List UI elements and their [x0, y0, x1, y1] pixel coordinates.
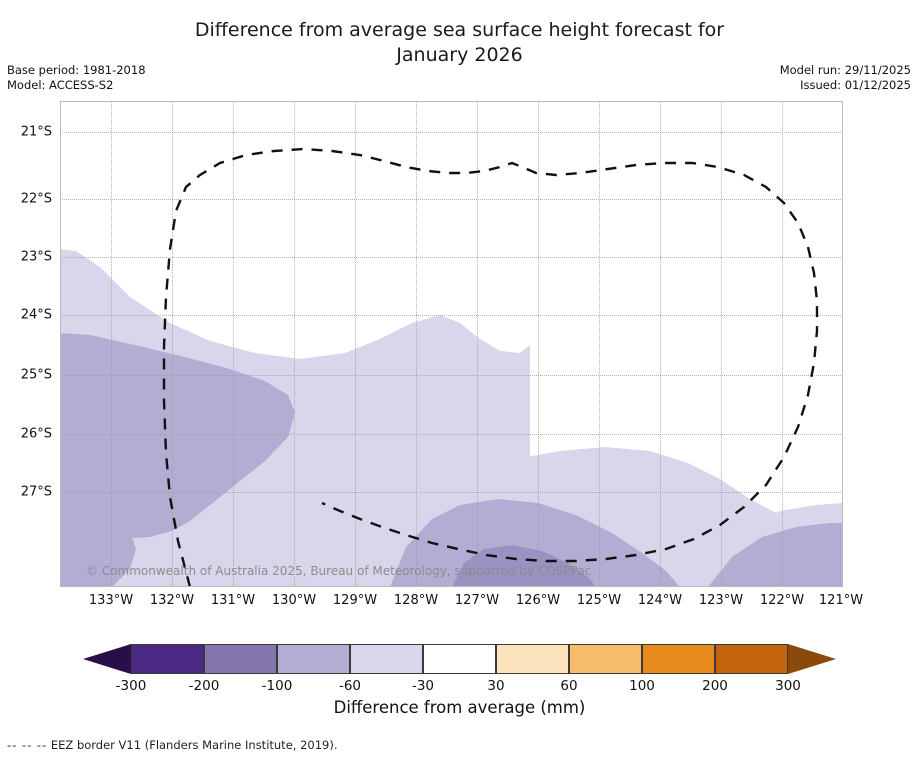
model-run-text: Model run: 29/11/2025: [779, 63, 911, 77]
colorbar-band-7: [642, 644, 715, 674]
xtick-132W: 132°W: [149, 593, 195, 608]
gridline-lon-123: [721, 101, 722, 587]
eez-dash-symbol: -- -- --: [7, 738, 48, 752]
colorbar-band-1: [204, 644, 277, 674]
ytick-21S: 21°S: [20, 124, 52, 140]
colorbar-band-5: [496, 644, 569, 674]
xtick-125W: 125°W: [576, 593, 622, 608]
colorbar-tick-neg300: -300: [115, 678, 147, 694]
gridline-lat-26: [60, 434, 843, 435]
x-axis-ticklabels: 133°W 132°W 131°W 130°W 129°W 128°W 127°…: [60, 593, 863, 615]
gridline-lon-125: [599, 101, 600, 587]
gridline-lon-124: [660, 101, 661, 587]
contour-fill-layer: [60, 249, 843, 587]
gridline-lon-132: [172, 101, 173, 587]
colorbar-tick-300: 300: [775, 678, 801, 694]
xtick-131W: 131°W: [210, 593, 256, 608]
ytick-26S: 26°S: [20, 426, 52, 442]
colorbar-tick-neg60: -60: [338, 678, 362, 694]
xtick-127W: 127°W: [454, 593, 500, 608]
gridline-lon-128: [416, 101, 417, 587]
xtick-133W: 133°W: [88, 593, 134, 608]
colorbar-label: Difference from average (mm): [333, 698, 586, 717]
page-title: Difference from average sea surface heig…: [194, 19, 725, 66]
eez-legend-text: EEZ border V11 (Flanders Marine Institut…: [50, 738, 338, 752]
gridline-lat-23: [60, 257, 843, 258]
model-text: Model: ACCESS-S2: [7, 78, 114, 92]
colorbar-band-4: [423, 644, 496, 674]
xtick-121W: 121°W: [818, 593, 864, 608]
colorbar-band-2: [277, 644, 350, 674]
xtick-129W: 129°W: [332, 593, 378, 608]
ytick-22S: 22°S: [20, 191, 52, 207]
gridline-lat-24: [60, 315, 843, 316]
gridline-lon-126: [538, 101, 539, 587]
colorbar-band-6: [569, 644, 642, 674]
contour-region-mid-west: [60, 333, 295, 539]
metadata-right: Model run: 29/11/2025 Issued: 01/12/2025: [780, 63, 911, 93]
colorbar-tick-200: 200: [702, 678, 728, 694]
xtick-128W: 128°W: [393, 593, 439, 608]
gridline-lon-130: [294, 101, 295, 587]
ytick-23S: 23°S: [20, 249, 52, 265]
colorbar[interactable]: -300 -200 -100 -60 -30 30 60 100 200 300: [0, 640, 919, 694]
colorbar-tick-30: 30: [487, 678, 505, 694]
y-axis-ticklabels: 21°S 22°S 23°S 24°S 25°S 26°S 27°S: [0, 101, 919, 587]
metadata-left: Base period: 1981-2018 Model: ACCESS-S2: [7, 63, 146, 93]
xtick-123W: 123°W: [698, 593, 744, 608]
colorbar-tick-100: 100: [629, 678, 655, 694]
colorbar-over-arrow: [788, 644, 836, 674]
gridline-lat-27: [60, 492, 843, 493]
gridline-lon-129: [355, 101, 356, 587]
colorbar-band-8: [715, 644, 788, 674]
ytick-24S: 24°S: [20, 307, 52, 323]
colorbar-under-arrow: [83, 644, 131, 674]
colorbar-band-3: [350, 644, 423, 674]
colorbar-tick-neg200: -200: [188, 678, 220, 694]
colorbar-tick-neg30: -30: [411, 678, 435, 694]
colorbar-tick-60: 60: [560, 678, 578, 694]
xtick-124W: 124°W: [637, 593, 683, 608]
issued-text: Issued: 01/12/2025: [800, 78, 911, 92]
ytick-27S: 27°S: [20, 484, 52, 500]
ytick-25S: 25°S: [20, 367, 52, 383]
gridline-lat-25: [60, 375, 843, 376]
colorbar-band-0: [131, 644, 204, 674]
gridline-lon-131: [233, 101, 234, 587]
gridline-lon-127: [477, 101, 478, 587]
gridline-lat-21: [60, 132, 843, 133]
xtick-130W: 130°W: [271, 593, 317, 608]
gridline-lat-22: [60, 199, 843, 200]
footer-legend: -- -- -- EEZ border V11 (Flanders Marine…: [7, 738, 338, 752]
xtick-126W: 126°W: [515, 593, 561, 608]
contour-region-mid-southwest: [60, 499, 136, 587]
gridline-lon-122: [782, 101, 783, 587]
xtick-122W: 122°W: [759, 593, 805, 608]
base-period-text: Base period: 1981-2018: [7, 63, 146, 77]
colorbar-tick-neg100: -100: [261, 678, 293, 694]
copyright-watermark: © Commonwealth of Australia 2025, Bureau…: [86, 564, 592, 578]
contour-region-mid-central: [390, 499, 680, 587]
eez-border-line: [162, 147, 819, 587]
colorbar-bands[interactable]: -300 -200 -100 -60 -30 30 60 100 200 300: [83, 644, 836, 694]
contour-region-mid-east: [708, 523, 843, 587]
gridline-lon-133: [111, 101, 112, 587]
